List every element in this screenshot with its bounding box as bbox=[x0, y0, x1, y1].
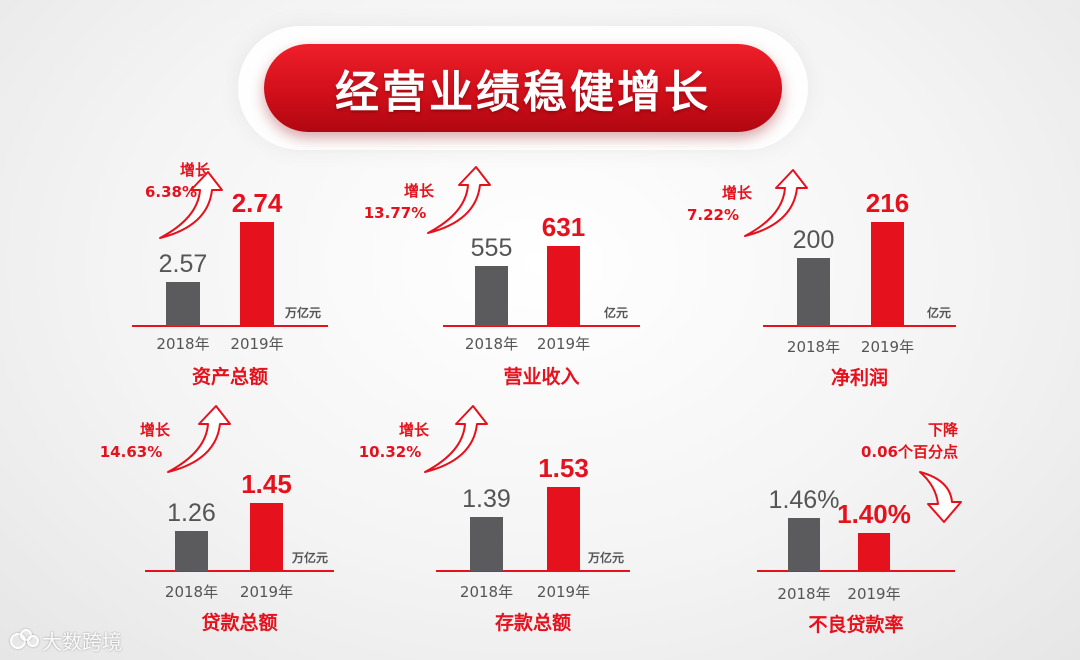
panel-2-value-label-1: 555 bbox=[471, 234, 513, 262]
panel-2-change-value: 13.77% bbox=[364, 204, 426, 222]
panel-2-tick-label-2: 2019年 bbox=[537, 335, 590, 353]
panel-4-value-label-2: 1.45 bbox=[241, 469, 292, 499]
panel-6-value-label-1: 1.46% bbox=[769, 486, 840, 514]
panel-4-bar-1 bbox=[175, 531, 208, 571]
panel-4-value-label-1: 1.26 bbox=[167, 499, 216, 527]
panel-3-bar-1 bbox=[797, 258, 830, 326]
panel-2-unit-label: 亿元 bbox=[604, 305, 628, 320]
panel-2-tick-label-1: 2018年 bbox=[465, 335, 518, 353]
panel-6-down-arrow-icon bbox=[919, 471, 962, 523]
panel-4-title: 贷款总额 bbox=[201, 611, 277, 634]
watermark-logo-icon bbox=[10, 629, 39, 651]
panel-6-title: 不良贷款率 bbox=[808, 613, 903, 636]
panel-3-change-label: 增长 bbox=[722, 184, 753, 202]
panel-1-bar-1 bbox=[166, 282, 200, 326]
panel-6-bar-1 bbox=[788, 518, 820, 571]
panel-5-tick-label-1: 2018年 bbox=[460, 583, 513, 601]
panel-3-title: 净利润 bbox=[831, 366, 888, 389]
panel-1-title: 资产总额 bbox=[192, 365, 268, 388]
page-title: 经营业绩稳健增长 bbox=[335, 67, 711, 118]
panel-1-tick-label-1: 2018年 bbox=[156, 335, 209, 353]
panel-1-tick-label-2: 2019年 bbox=[230, 335, 283, 353]
panel-5-up-arrow-icon bbox=[424, 405, 488, 473]
panel-3-value-label-1: 200 bbox=[793, 226, 835, 254]
panel-2-bar-2 bbox=[547, 246, 580, 326]
panel-2-change-label: 增长 bbox=[404, 182, 435, 200]
panel-5-value-label-2: 1.53 bbox=[538, 453, 589, 483]
panel-4-change-value: 14.63% bbox=[100, 443, 162, 461]
panel-3-tick-label-1: 2018年 bbox=[787, 338, 840, 356]
panel-4-change-label: 增长 bbox=[140, 421, 171, 439]
panel-3-tick-label-2: 2019年 bbox=[861, 338, 914, 356]
panel-6-bar-2 bbox=[858, 533, 890, 571]
panel-6-value-label-2: 1.40% bbox=[837, 499, 911, 529]
panel-4-tick-label-2: 2019年 bbox=[240, 583, 293, 601]
watermark: 大数跨境 bbox=[10, 626, 122, 654]
panel-3-value-label-2: 216 bbox=[866, 188, 909, 218]
watermark-text: 大数跨境 bbox=[42, 629, 122, 654]
panel-4-unit-label: 万亿元 bbox=[291, 550, 328, 565]
panel-3-bar-2 bbox=[871, 222, 904, 326]
panel-1-bar-2 bbox=[240, 222, 274, 326]
panel-5-change-label: 增长 bbox=[399, 421, 430, 439]
panel-1-value-label-2: 2.74 bbox=[232, 188, 283, 218]
panel-2-value-label-2: 631 bbox=[542, 212, 585, 242]
panel-5-change-value: 10.32% bbox=[359, 443, 421, 461]
panel-6-tick-label-2: 2019年 bbox=[847, 585, 900, 603]
panel-1-change-label: 增长 bbox=[180, 161, 211, 179]
panel-5-tick-label-2: 2019年 bbox=[537, 583, 590, 601]
panel-3-up-arrow-icon bbox=[744, 169, 808, 237]
panel-4-tick-label-1: 2018年 bbox=[165, 583, 218, 601]
panel-3-unit-label: 亿元 bbox=[927, 305, 951, 320]
panel-5-value-label-1: 1.39 bbox=[462, 485, 511, 513]
panel-6-change-value: 0.06个百分点 bbox=[861, 443, 958, 461]
panel-5-bar-2 bbox=[547, 487, 580, 571]
panel-6-tick-label-1: 2018年 bbox=[777, 585, 830, 603]
panel-2-bar-1 bbox=[475, 266, 508, 326]
panel-4-up-arrow-icon bbox=[167, 405, 231, 473]
panel-2-title: 营业收入 bbox=[503, 365, 579, 388]
panel-2-up-arrow-icon bbox=[427, 166, 491, 234]
panel-5-bar-1 bbox=[470, 517, 503, 571]
panel-4-bar-2 bbox=[250, 503, 283, 571]
panel-1-change-value: 6.38% bbox=[145, 183, 197, 201]
panel-5-unit-label: 万亿元 bbox=[587, 550, 624, 565]
panel-5-title: 存款总额 bbox=[495, 611, 571, 634]
panel-1-unit-label: 万亿元 bbox=[284, 305, 321, 320]
panel-1-value-label-1: 2.57 bbox=[159, 250, 208, 278]
panel-1-up-arrow-icon bbox=[159, 171, 223, 239]
panel-3-change-value: 7.22% bbox=[687, 206, 739, 224]
panel-6-change-label: 下降 bbox=[928, 421, 959, 439]
title-banner: 经营业绩稳健增长 bbox=[264, 44, 782, 132]
